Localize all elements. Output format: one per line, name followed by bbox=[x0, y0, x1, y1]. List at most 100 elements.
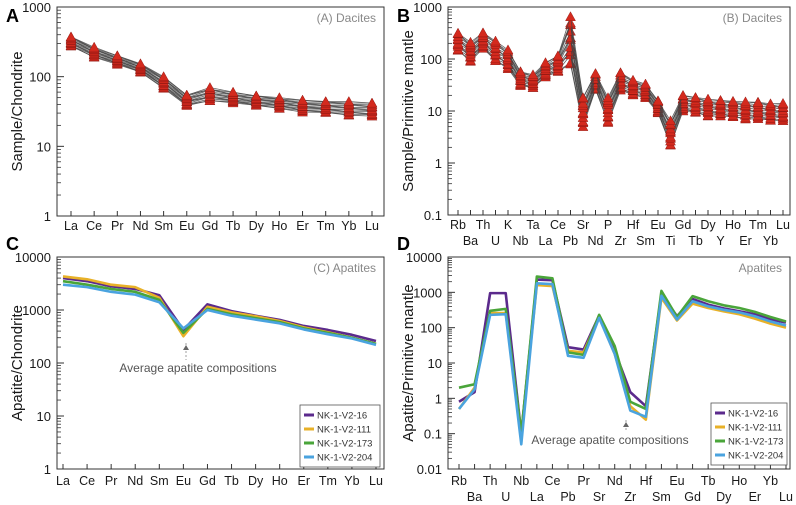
x-tick-label: Ti bbox=[666, 234, 676, 248]
panel-a: A (A) Dacites Sample/Chondrite 1 10 100 1000 La… bbox=[6, 0, 385, 233]
sample-marker bbox=[477, 27, 489, 38]
y-tick-label: 1 bbox=[44, 462, 51, 477]
x-tick-label: P bbox=[604, 218, 612, 232]
sample-marker bbox=[250, 90, 262, 101]
x-tick-label: Ce bbox=[79, 474, 95, 488]
x-tick-label: Gd bbox=[199, 474, 216, 488]
y-tick-label: 1 bbox=[435, 391, 442, 406]
sample-marker bbox=[320, 96, 332, 106]
x-tick-label: Yb bbox=[763, 474, 778, 488]
x-tick-label: Er bbox=[296, 219, 309, 233]
x-tick-label: Pb bbox=[560, 490, 575, 504]
sample-marker bbox=[690, 92, 701, 102]
x-tick-label: Nd bbox=[607, 474, 623, 488]
x-tick-label: Ho bbox=[731, 474, 747, 488]
sample-marker bbox=[702, 93, 714, 104]
sample-marker bbox=[602, 92, 614, 102]
x-tick-label: La bbox=[530, 490, 544, 504]
sample-marker bbox=[158, 71, 169, 81]
x-tick-label: Er bbox=[749, 490, 762, 504]
x-tick-label: Sm bbox=[636, 234, 655, 248]
x-tick-label: La bbox=[64, 219, 78, 233]
y-tick-label: 1 bbox=[435, 156, 442, 171]
x-tick-label: Lu bbox=[365, 219, 379, 233]
x-tick-label: Hf bbox=[640, 474, 653, 488]
x-tick-label: Yb bbox=[341, 219, 356, 233]
x-tick-label: U bbox=[491, 234, 500, 248]
x-tick-label: Sm bbox=[154, 219, 173, 233]
sample-marker bbox=[752, 96, 764, 107]
panel-b: B (B) Dacites Sample/Primitive mantle 0.1 1 1… bbox=[397, 0, 791, 248]
panel-letter: B bbox=[397, 6, 410, 26]
sample-marker bbox=[135, 58, 146, 68]
annotation-text: Average apatite compositions bbox=[531, 433, 688, 447]
sample-marker bbox=[297, 94, 308, 105]
x-tick-label: Er bbox=[739, 234, 752, 248]
sample-marker bbox=[715, 94, 726, 105]
panel-title: (B) Dacites bbox=[723, 11, 782, 25]
sample-marker bbox=[111, 50, 123, 60]
x-tick-label: Gd bbox=[675, 218, 692, 232]
y-axis-label: Apatite/Chondrite bbox=[9, 305, 26, 421]
x-tick-label: Nd bbox=[132, 219, 148, 233]
sample-marker bbox=[577, 97, 589, 108]
x-tick-label: Lu bbox=[779, 490, 793, 504]
sample-marker bbox=[343, 96, 355, 106]
panel-letter: D bbox=[397, 234, 410, 254]
y-tick-label: 100 bbox=[29, 356, 51, 371]
sample-marker bbox=[677, 89, 689, 100]
x-tick-label: Lu bbox=[369, 474, 383, 488]
annotation-text: Average apatite compositions bbox=[119, 361, 276, 375]
sample-line bbox=[70, 39, 373, 108]
sample-marker bbox=[627, 74, 639, 85]
y-tick-label: 10000 bbox=[406, 250, 442, 265]
x-tick-label: Ho bbox=[272, 474, 288, 488]
panel-d: D Apatites Apatite/Primitive mantle 0.01 0.1… bbox=[397, 234, 793, 504]
sample-marker bbox=[640, 78, 651, 89]
x-tick-label: Lu bbox=[776, 218, 790, 232]
y-tick-label: 1000 bbox=[413, 285, 442, 300]
y-tick-label: 100 bbox=[29, 70, 51, 85]
x-tick-label: Dy bbox=[249, 219, 265, 233]
legend-label: NK-1-V2-16 bbox=[317, 411, 367, 422]
panel-c: C (C) Apatites Apatite/Chondrite 1 10 100 1000… bbox=[6, 234, 385, 488]
x-tick-label: Ba bbox=[467, 490, 482, 504]
x-tick-label: Nb bbox=[513, 474, 529, 488]
sample-marker bbox=[452, 27, 464, 38]
y-tick-label: 0.1 bbox=[424, 427, 442, 442]
y-tick-label: 1000 bbox=[22, 303, 51, 318]
x-tick-label: Nd bbox=[127, 474, 143, 488]
sample-marker bbox=[740, 96, 751, 107]
x-tick-label: Ho bbox=[725, 218, 741, 232]
x-tick-label: Ce bbox=[86, 219, 102, 233]
sample-marker bbox=[88, 41, 100, 52]
legend-label: NK-1-V2-16 bbox=[728, 409, 778, 420]
sample-marker bbox=[665, 115, 676, 125]
x-tick-label: Gd bbox=[684, 490, 701, 504]
x-tick-label: Tb bbox=[701, 474, 716, 488]
panel-title: (A) Dacites bbox=[317, 11, 376, 25]
x-tick-label: Tb bbox=[688, 234, 703, 248]
sample-marker bbox=[181, 89, 193, 100]
sample-marker bbox=[527, 69, 539, 79]
x-tick-label: Yb bbox=[763, 234, 778, 248]
series-line-nk-1-v2-204 bbox=[457, 282, 787, 446]
sample-marker bbox=[274, 92, 285, 102]
y-tick-label: 10000 bbox=[15, 250, 51, 265]
x-tick-label: Th bbox=[476, 218, 491, 232]
x-tick-label: Eu bbox=[669, 474, 684, 488]
x-tick-label: Nd bbox=[588, 234, 604, 248]
y-axis-label: Sample/Primitive mantle bbox=[400, 30, 417, 192]
panel-letter: A bbox=[6, 6, 19, 26]
sample-marker bbox=[652, 95, 664, 106]
sample-marker bbox=[515, 66, 526, 77]
legend: NK-1-V2-16 NK-1-V2-111 NK-1-V2-173 NK-1-V2-… bbox=[299, 404, 381, 468]
y-tick-label: 10 bbox=[37, 409, 51, 424]
legend-label: NK-1-V2-173 bbox=[728, 437, 783, 448]
plot-frame bbox=[56, 6, 385, 217]
y-tick-label: 10 bbox=[37, 139, 51, 154]
x-tick-label: Dy bbox=[248, 474, 264, 488]
sample-marker bbox=[565, 11, 576, 21]
legend: NK-1-V2-16 NK-1-V2-111 NK-1-V2-173 NK-1-V2-… bbox=[710, 402, 788, 466]
